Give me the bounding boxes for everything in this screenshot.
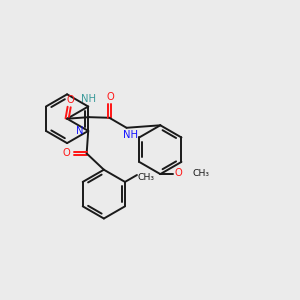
Text: O: O [67,95,74,105]
Text: O: O [107,92,115,102]
Text: O: O [63,148,70,158]
Text: CH₃: CH₃ [192,169,209,178]
Text: N: N [76,126,83,136]
Text: NH: NH [81,94,96,104]
Text: NH: NH [123,130,138,140]
Text: CH₃: CH₃ [137,173,154,182]
Text: O: O [175,169,182,178]
